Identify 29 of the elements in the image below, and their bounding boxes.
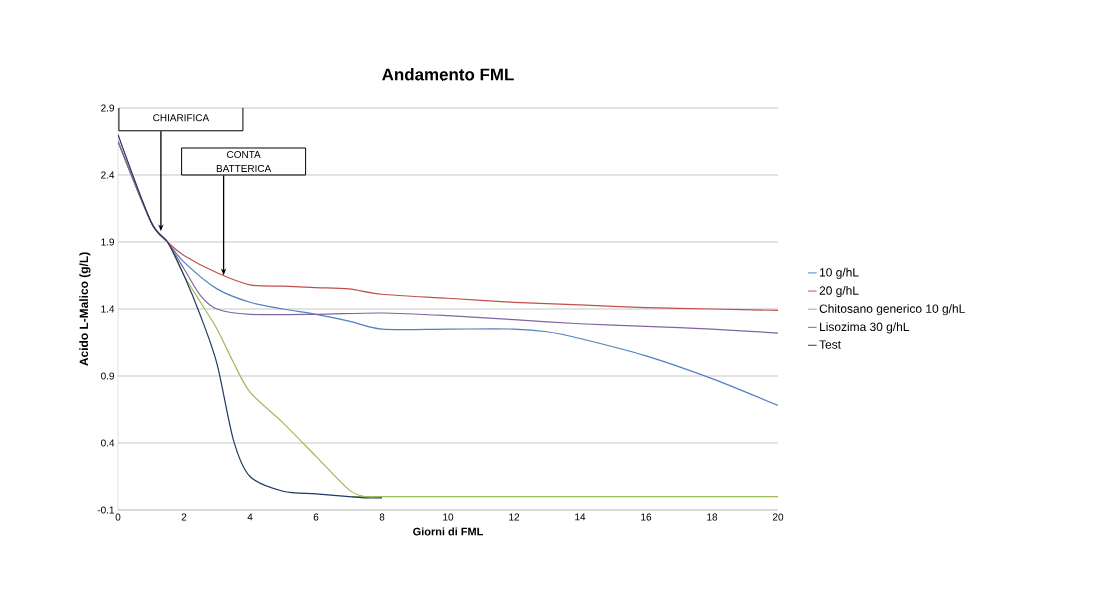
annotation: CHIARIFICA — [153, 114, 210, 122]
x-tick-label: 14 — [575, 513, 586, 521]
y-tick-label: 0.9 — [101, 372, 115, 380]
y-tick-label: 1.4 — [101, 305, 115, 313]
y-tick-label: 1.9 — [101, 238, 115, 246]
x-tick-label: 18 — [707, 513, 718, 521]
x-tick-label: 16 — [641, 513, 652, 521]
x-tick-label: 10 — [443, 513, 454, 521]
x-tick-label: 20 — [772, 513, 784, 521]
x-tick-label: 12 — [509, 513, 520, 521]
legend-label: Chitosano generico 10 g/hL — [819, 304, 965, 316]
y-tick-label: -0.1 — [97, 506, 115, 514]
legend-label: Test — [819, 340, 841, 349]
legend-label: 10 g/hL — [819, 267, 859, 279]
y-axis-title: Acido L-Malico (g/L) — [79, 252, 91, 366]
y-tick-label: 2.9 — [101, 104, 115, 112]
legend-label: Lisozima 30 g/hL — [820, 322, 910, 334]
chart-title: Andamento FML — [382, 68, 514, 81]
x-tick-label: 6 — [313, 513, 319, 521]
x-tick-label: 8 — [379, 513, 385, 521]
x-tick-label: 4 — [247, 513, 253, 521]
line-series — [118, 134, 383, 499]
y-tick-label: 0.4 — [101, 439, 115, 447]
legend-label: 20 g/hL — [819, 285, 859, 298]
annotation: CONTA BATTERICA — [216, 150, 272, 172]
x-axis-title: Giorni di FML — [413, 527, 483, 536]
x-tick-label: 2 — [181, 513, 187, 521]
x-tick-label: 0 — [115, 513, 121, 521]
y-tick-label: 2.4 — [101, 171, 115, 179]
